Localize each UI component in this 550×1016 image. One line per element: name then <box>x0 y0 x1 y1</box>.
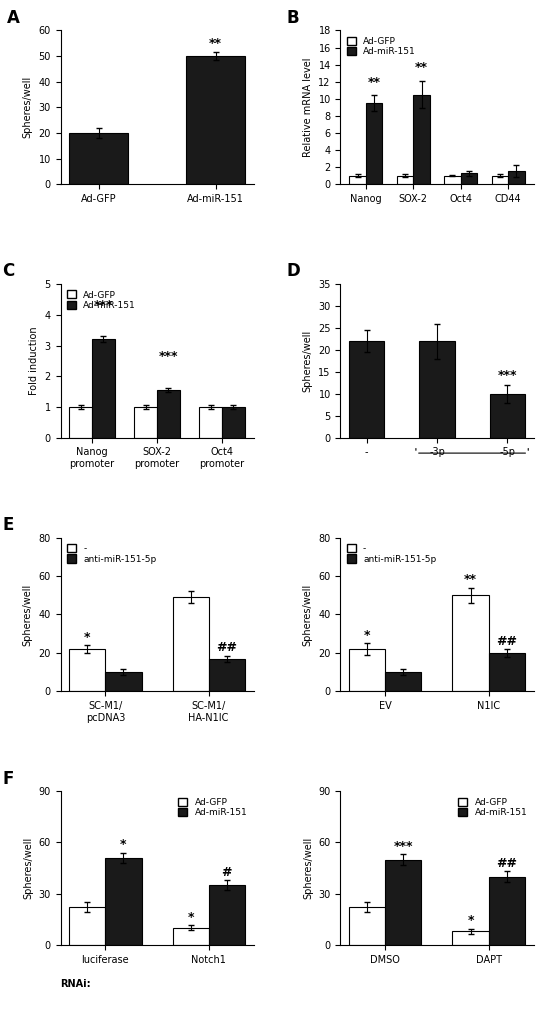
Bar <box>69 649 106 691</box>
Text: **: ** <box>367 75 381 88</box>
Text: #: # <box>222 866 232 879</box>
Text: RNAi:: RNAi: <box>60 978 91 989</box>
Text: *: * <box>120 838 127 851</box>
Bar <box>173 928 208 945</box>
Bar <box>69 907 106 945</box>
Text: ***: *** <box>394 840 413 853</box>
Y-axis label: Relative mRNA level: Relative mRNA level <box>303 58 313 157</box>
Bar <box>488 877 525 945</box>
Bar <box>69 133 128 184</box>
Legend: -, anti-miR-151-5p: -, anti-miR-151-5p <box>345 543 438 565</box>
Legend: Ad-GFP, Ad-miR-151: Ad-GFP, Ad-miR-151 <box>65 289 138 312</box>
Text: ##: ## <box>496 635 517 647</box>
Bar <box>397 176 413 184</box>
Text: *: * <box>188 911 194 924</box>
Y-axis label: Spheres/well: Spheres/well <box>302 330 312 392</box>
Text: F: F <box>3 769 14 787</box>
Bar <box>92 339 115 438</box>
Text: **: ** <box>464 573 477 586</box>
Legend: Ad-GFP, Ad-miR-151: Ad-GFP, Ad-miR-151 <box>177 796 249 819</box>
Y-axis label: Spheres/well: Spheres/well <box>303 837 313 899</box>
Text: C: C <box>3 262 15 280</box>
Bar <box>349 907 386 945</box>
Bar <box>461 173 477 184</box>
Bar <box>490 394 525 438</box>
Bar <box>199 407 222 438</box>
Bar <box>222 407 245 438</box>
Bar <box>386 673 421 691</box>
Bar <box>134 407 157 438</box>
Text: D: D <box>287 262 300 280</box>
Text: **: ** <box>209 38 222 50</box>
Bar <box>453 595 488 691</box>
Bar <box>492 176 508 184</box>
Text: ##: ## <box>496 858 517 870</box>
Bar <box>349 341 384 438</box>
Y-axis label: Spheres/well: Spheres/well <box>23 837 33 899</box>
Text: *: * <box>468 914 474 928</box>
Y-axis label: Spheres/well: Spheres/well <box>23 76 33 138</box>
Legend: -, anti-miR-151-5p: -, anti-miR-151-5p <box>65 543 158 565</box>
Bar <box>349 649 386 691</box>
Bar <box>106 858 141 945</box>
Bar <box>173 597 208 691</box>
Bar <box>508 172 525 184</box>
Y-axis label: Spheres/well: Spheres/well <box>23 583 33 645</box>
Bar <box>106 673 141 691</box>
Bar <box>420 341 454 438</box>
Text: ***: *** <box>94 299 113 312</box>
Text: **: ** <box>415 61 428 74</box>
Text: B: B <box>287 9 299 26</box>
Bar <box>349 176 366 184</box>
Bar <box>69 407 92 438</box>
Bar <box>444 176 461 184</box>
Bar <box>386 860 421 945</box>
Text: A: A <box>7 9 19 26</box>
Bar <box>366 103 382 184</box>
Text: E: E <box>3 516 14 534</box>
Bar <box>208 658 245 691</box>
Legend: Ad-GFP, Ad-miR-151: Ad-GFP, Ad-miR-151 <box>456 796 529 819</box>
Bar <box>186 56 245 184</box>
Legend: Ad-GFP, Ad-miR-151: Ad-GFP, Ad-miR-151 <box>345 35 417 58</box>
Text: ***: *** <box>158 351 178 364</box>
Bar <box>157 390 180 438</box>
Text: ***: *** <box>497 369 517 382</box>
Text: ##: ## <box>216 641 237 654</box>
Y-axis label: Spheres/well: Spheres/well <box>303 583 313 645</box>
Bar <box>413 94 430 184</box>
Bar <box>208 885 245 945</box>
Text: *: * <box>364 629 371 642</box>
Bar <box>453 932 488 945</box>
Text: *: * <box>84 631 91 644</box>
Bar <box>488 653 525 691</box>
Y-axis label: Fold induction: Fold induction <box>29 326 39 395</box>
